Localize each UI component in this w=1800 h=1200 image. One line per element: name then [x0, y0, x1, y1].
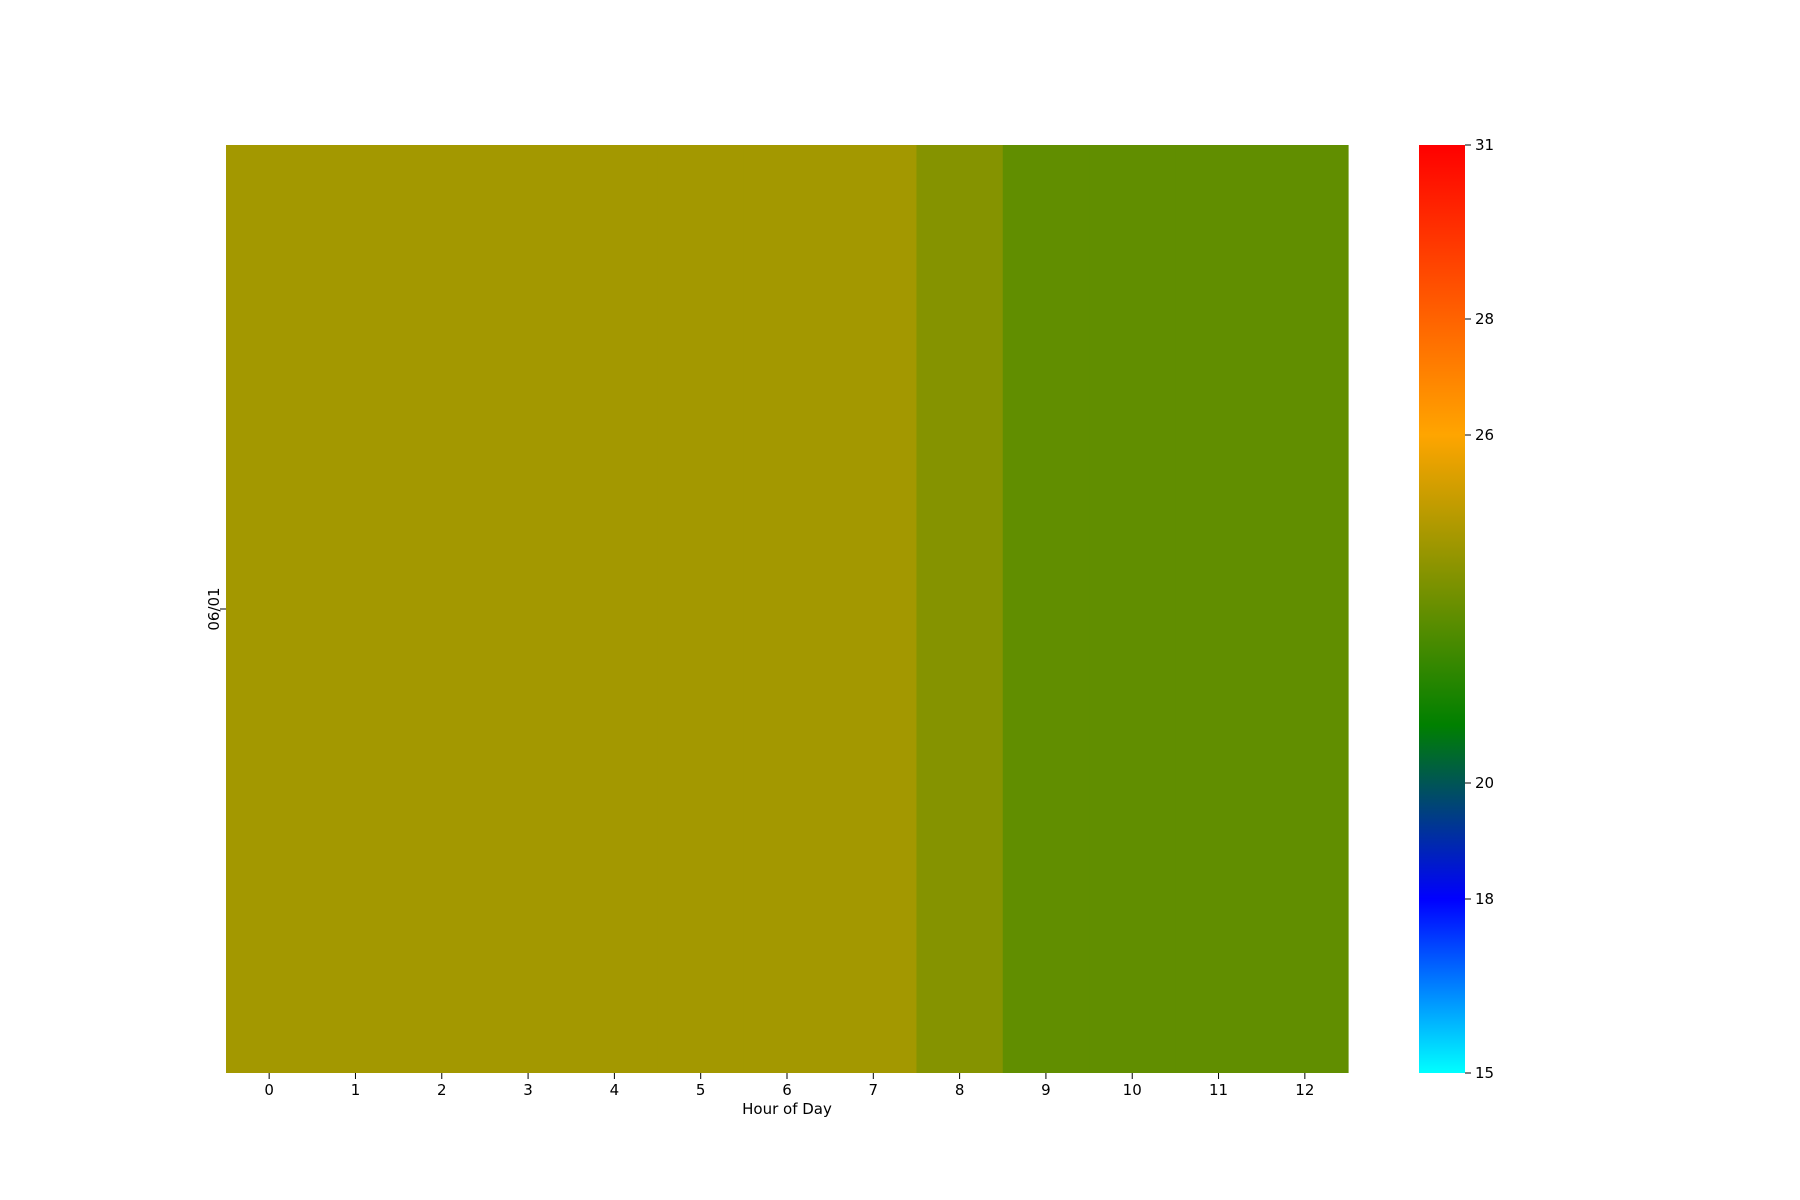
x-tick-label: 6 — [782, 1081, 792, 1099]
colorbar-axis: 15 18 20 26 28 31 — [1465, 136, 1494, 1082]
colorbar-tick-label: 20 — [1475, 774, 1494, 792]
x-axis: 0 1 2 3 4 5 6 7 8 9 10 11 12 — [264, 1073, 1314, 1099]
x-tick-label: 12 — [1295, 1081, 1314, 1099]
colorbar — [1419, 145, 1465, 1073]
heatmap-cell — [312, 145, 400, 1073]
heatmap-cell — [484, 145, 572, 1073]
x-tick-label: 8 — [955, 1081, 965, 1099]
colorbar-tick-label: 18 — [1475, 890, 1494, 908]
colorbar-tick-label: 26 — [1475, 426, 1494, 444]
heatmap-cell — [1261, 145, 1349, 1073]
heatmap-cell — [830, 145, 918, 1073]
heatmap-cell — [743, 145, 831, 1073]
y-axis: 06/01 — [205, 587, 226, 631]
heatmap-cells — [226, 145, 1349, 1073]
x-tick-label: 11 — [1209, 1081, 1228, 1099]
colorbar-tick-label: 15 — [1475, 1064, 1494, 1082]
x-tick-label: 5 — [696, 1081, 706, 1099]
x-axis-label: Hour of Day — [742, 1100, 832, 1118]
x-tick-label: 7 — [869, 1081, 879, 1099]
heatmap-cell — [1175, 145, 1263, 1073]
heatmap-cell — [1002, 145, 1090, 1073]
y-tick-label: 06/01 — [205, 587, 223, 630]
heatmap-cell — [916, 145, 1004, 1073]
x-tick-label: 10 — [1123, 1081, 1142, 1099]
x-tick-label: 0 — [264, 1081, 274, 1099]
heatmap-cell — [398, 145, 486, 1073]
heatmap-cell — [1089, 145, 1176, 1073]
heatmap-cell — [571, 145, 659, 1073]
x-tick-label: 4 — [610, 1081, 620, 1099]
x-tick-label: 9 — [1041, 1081, 1051, 1099]
colorbar-tick-label: 31 — [1475, 136, 1494, 154]
x-tick-label: 2 — [437, 1081, 447, 1099]
x-tick-label: 3 — [523, 1081, 533, 1099]
x-tick-label: 1 — [351, 1081, 361, 1099]
colorbar-tick-label: 28 — [1475, 310, 1494, 328]
heatmap-cell — [226, 145, 313, 1073]
heatmap-cell — [657, 145, 745, 1073]
